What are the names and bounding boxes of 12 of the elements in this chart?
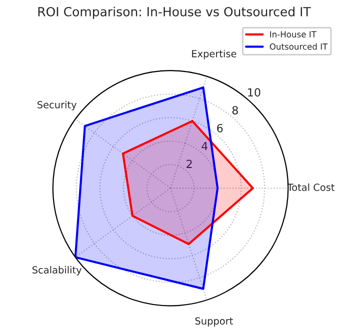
y-tick-label: 8 (232, 106, 238, 114)
spoke-label: Security (38, 100, 77, 110)
legend-label: In-House IT (270, 31, 316, 38)
spoke-label: Expertise (192, 50, 236, 60)
y-tick-label: 6 (217, 124, 223, 132)
spoke-label: Support (195, 317, 233, 327)
spoke-label: Scalability (32, 266, 82, 276)
y-tick-label: 10 (248, 88, 260, 97)
y-tick-label: 4 (202, 142, 208, 150)
legend-label: Outsourced IT (270, 43, 328, 50)
y-tick-label: 2 (186, 160, 192, 168)
chart-title: ROI Comparison: In-House vs Outsourced IT (38, 6, 311, 19)
